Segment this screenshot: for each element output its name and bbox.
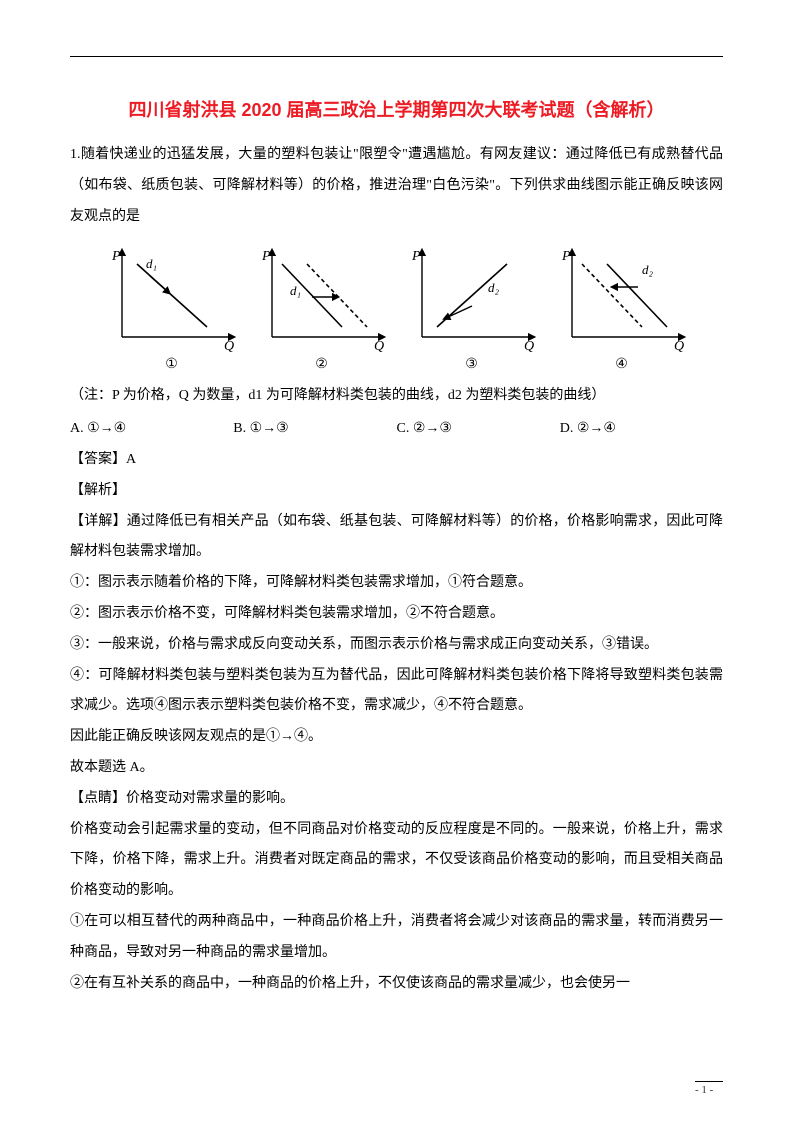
answer: 【答案】A (70, 445, 723, 476)
dianjing-2: ①在可以相互替代的两种商品中，一种商品价格上升，消费者将会减少对该商品的需求量，… (70, 907, 723, 969)
curve-label: d₂ (642, 262, 654, 277)
chart-num-2: ② (252, 356, 392, 373)
curve-label: d₂ (488, 280, 500, 295)
chart-1: P Q d₁ (102, 242, 242, 352)
charts-row: P Q d₁ P Q d₁ (70, 242, 723, 352)
axis-p-label: P (261, 249, 271, 264)
expl-3: ③：一般来说，价格与需求成反向变动关系，而图示表示价格与需求成正向变动关系，③错… (70, 630, 723, 661)
dianjing-3: ②在有互补关系的商品中，一种商品的价格上升，不仅使该商品的需求量减少，也会使另一 (70, 969, 723, 1000)
option-c: C. ②→③ (397, 414, 560, 445)
curve-label: d₁ (290, 283, 301, 298)
chart-num-3: ③ (402, 356, 542, 373)
chart-4: P Q d₂ (552, 242, 692, 352)
chart-nums-row: ① ② ③ ④ (70, 356, 723, 373)
axis-q-label: Q (524, 339, 534, 352)
expl-1: ①：图示表示随着价格的下降，可降解材料类包装需求增加，①符合题意。 (70, 568, 723, 599)
axis-q-label: Q (674, 339, 684, 352)
option-b: B. ①→③ (233, 414, 396, 445)
page-number: - 1 - (695, 1081, 723, 1096)
dianjing-label: 【点睛】价格变动对需求量的影响。 (70, 784, 723, 815)
chart-2: P Q d₁ (252, 242, 392, 352)
page-number-text: - 1 - (695, 1084, 713, 1096)
chart-num-1: ① (102, 356, 242, 373)
expl-5: 因此能正确反映该网友观点的是①→④。 (70, 722, 723, 753)
axis-p-label: P (111, 249, 121, 264)
expl-2: ②：图示表示价格不变，可降解材料类包装需求增加，②不符合题意。 (70, 599, 723, 630)
option-a: A. ①→④ (70, 414, 233, 445)
jiexi-label: 【解析】 (70, 476, 723, 507)
axis-p-label: P (561, 249, 571, 264)
chart-num-4: ④ (552, 356, 692, 373)
options-row: A. ①→④ B. ①→③ C. ②→③ D. ②→④ (70, 414, 723, 445)
top-rule (70, 56, 723, 57)
detail-lead: 【详解】通过降低已有相关产品（如布袋、纸基包装、可降解材料等）的价格，价格影响需… (70, 507, 723, 569)
axis-p-label: P (411, 249, 421, 264)
expl-4: ④：可降解材料类包装与塑料类包装为互为替代品，因此可降解材料类包装价格下降将导致… (70, 661, 723, 723)
question-1-intro: 1.随着快递业的迅猛发展，大量的塑料包装让"限塑令"遭遇尴尬。有网友建议：通过降… (70, 140, 723, 232)
option-d: D. ②→④ (560, 414, 723, 445)
dianjing-1: 价格变动会引起需求量的变动，但不同商品对价格变动的反应程度是不同的。一般来说，价… (70, 815, 723, 907)
curve-label: d₁ (146, 256, 157, 271)
axis-q-label: Q (374, 339, 384, 352)
axis-q-label: Q (224, 339, 234, 352)
chart-note: （注：P 为价格，Q 为数量，d1 为可降解材料类包装的曲线，d2 为塑料类包装… (70, 381, 723, 412)
page-title: 四川省射洪县 2020 届高三政治上学期第四次大联考试题（含解析） (70, 96, 723, 122)
chart-3: P Q d₂ (402, 242, 542, 352)
expl-6: 故本题选 A。 (70, 753, 723, 784)
